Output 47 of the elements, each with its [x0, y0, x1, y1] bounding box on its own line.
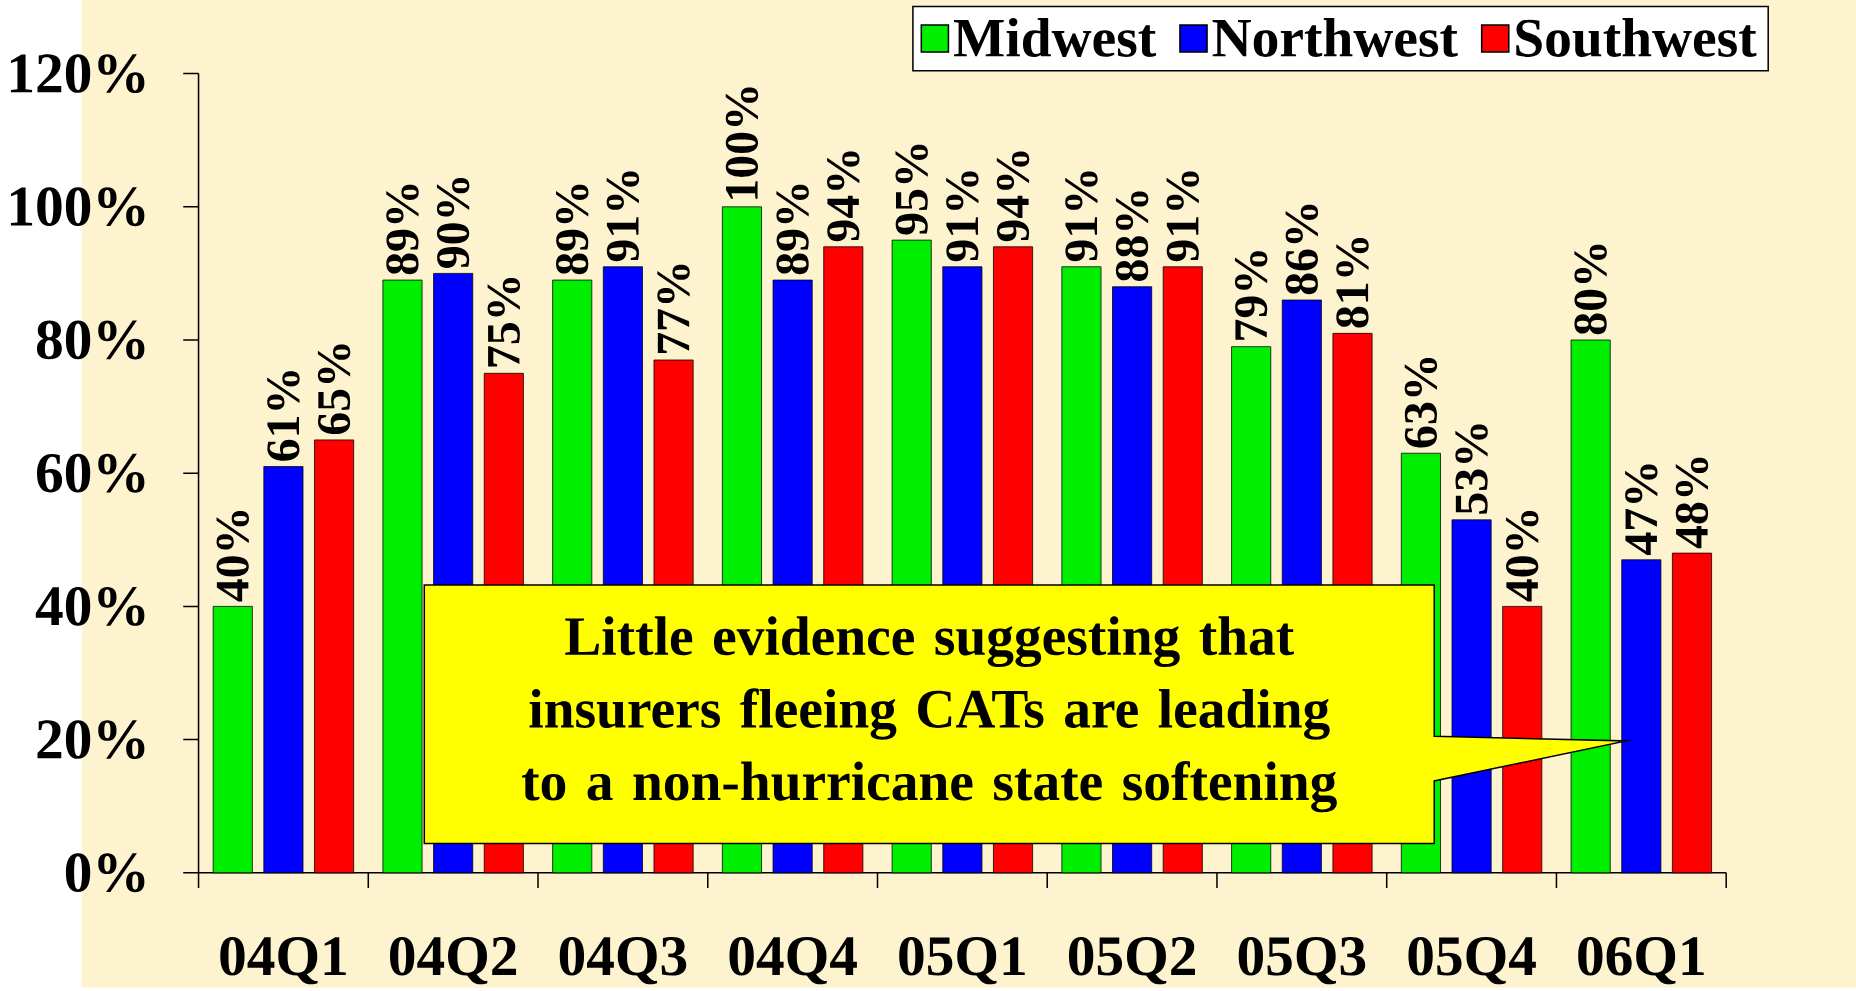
- data-label: 77%: [657, 264, 690, 354]
- x-tick-label: 05Q1: [899, 937, 1025, 985]
- data-label: 63%: [1404, 358, 1438, 448]
- data-label: 53%: [1455, 424, 1488, 514]
- y-tick-label: 120%: [10, 54, 145, 94]
- x-tick-label: 04Q3: [559, 937, 687, 985]
- data-label: 94%: [827, 151, 860, 242]
- x-tick-label: 04Q4: [729, 937, 857, 985]
- y-tick-label: 100%: [10, 187, 145, 227]
- data-label: 91%: [1065, 171, 1098, 262]
- data-label: 75%: [487, 278, 521, 367]
- data-label: 61%: [267, 371, 300, 461]
- x-tick-label: 05Q4: [1408, 937, 1536, 985]
- x-tick-label: 05Q2: [1068, 937, 1195, 985]
- data-label: 47%: [1625, 464, 1658, 556]
- x-tick-label: 04Q2: [390, 937, 517, 985]
- legend-label: Southwest: [1516, 18, 1757, 58]
- x-tick-label: 06Q1: [1578, 937, 1704, 985]
- data-label: 91%: [606, 171, 640, 262]
- data-label: 89%: [776, 184, 809, 275]
- data-label: 65%: [317, 344, 351, 435]
- data-label: 88%: [1115, 191, 1149, 282]
- x-tick-label: 04Q1: [220, 937, 346, 985]
- data-label: 81%: [1336, 238, 1369, 328]
- data-label: 94%: [996, 151, 1030, 242]
- data-label: 48%: [1675, 457, 1709, 549]
- data-label: 86%: [1285, 204, 1319, 295]
- legend-label: Northwest: [1212, 18, 1458, 58]
- data-label: 79%: [1234, 251, 1268, 340]
- y-tick-label: 80%: [36, 320, 145, 360]
- data-label: 91%: [1166, 171, 1199, 262]
- y-tick-label: 20%: [37, 720, 145, 760]
- legend-label: Midwest: [953, 18, 1157, 58]
- data-label: 89%: [386, 184, 419, 275]
- annotation: Little evidence suggesting that insurers fleeing CATs are leading to a non-hurricane state softening: [522, 616, 1337, 813]
- data-label: 40%: [1506, 511, 1539, 602]
- data-label: 90%: [436, 178, 470, 269]
- data-label: 89%: [556, 184, 589, 275]
- data-label: 100%: [725, 87, 759, 199]
- data-label: 80%: [1574, 244, 1607, 335]
- y-tick-label: 0%: [65, 853, 145, 893]
- x-tick-label: 05Q3: [1238, 937, 1366, 985]
- data-label: 95%: [895, 144, 928, 235]
- y-tick-label: 60%: [37, 453, 145, 493]
- data-label: 91%: [946, 171, 979, 262]
- y-tick-label: 40%: [35, 587, 145, 626]
- data-label: 40%: [216, 511, 249, 602]
